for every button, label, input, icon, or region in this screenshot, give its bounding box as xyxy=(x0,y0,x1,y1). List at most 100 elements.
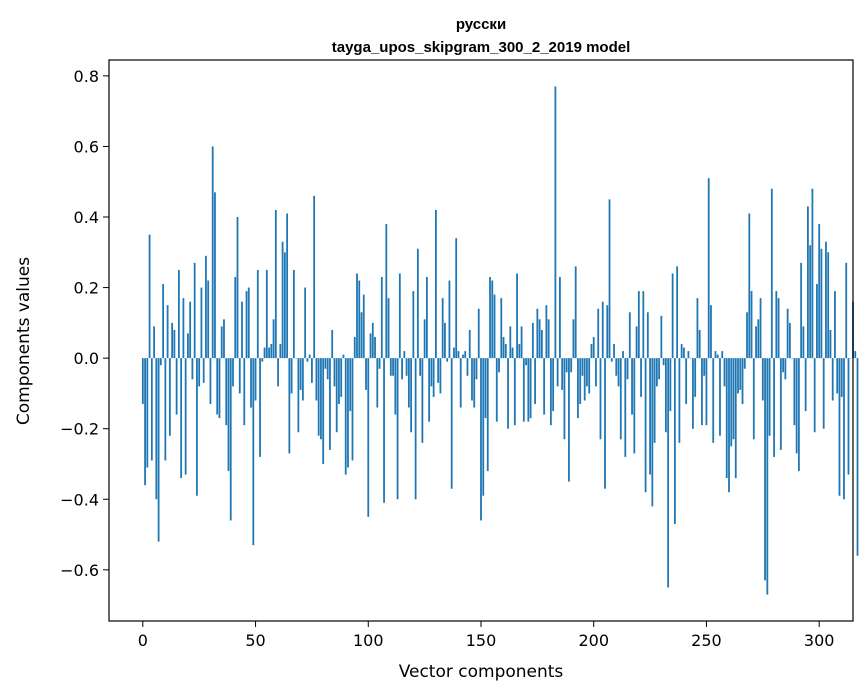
bar xyxy=(419,358,422,376)
bar xyxy=(757,319,760,359)
bar xyxy=(369,333,372,359)
bar xyxy=(311,358,313,383)
bar xyxy=(694,358,697,397)
bar xyxy=(516,273,518,359)
bar xyxy=(549,358,552,426)
bar xyxy=(628,312,631,359)
bar xyxy=(446,358,449,362)
bar xyxy=(457,351,460,359)
bar xyxy=(540,329,543,359)
bar xyxy=(779,358,782,450)
bar xyxy=(177,269,180,359)
bar xyxy=(513,358,516,426)
bar xyxy=(676,266,679,359)
x-axis-label: Vector components xyxy=(399,662,564,682)
bar xyxy=(292,269,295,359)
bar xyxy=(793,358,796,426)
bar xyxy=(150,358,153,461)
bar xyxy=(202,358,205,383)
bar xyxy=(141,358,144,405)
bar xyxy=(159,358,162,366)
bar xyxy=(743,358,746,369)
bar xyxy=(577,358,579,419)
bar xyxy=(180,358,183,479)
bar xyxy=(640,358,642,397)
bar xyxy=(750,291,753,359)
bar xyxy=(786,308,789,359)
bar xyxy=(732,358,735,440)
bar xyxy=(365,358,367,390)
bar xyxy=(329,358,331,450)
bar xyxy=(570,358,573,373)
bar xyxy=(435,209,437,359)
bar xyxy=(412,291,415,359)
bar xyxy=(182,298,185,359)
bar xyxy=(252,358,255,546)
bar xyxy=(256,269,259,359)
bar xyxy=(238,358,241,394)
bar xyxy=(797,358,800,472)
bar xyxy=(545,305,548,359)
x-tick-label: 100 xyxy=(353,631,384,650)
bar xyxy=(642,291,645,359)
bar xyxy=(338,358,340,405)
bar xyxy=(209,358,212,405)
bar xyxy=(218,358,221,419)
bar xyxy=(820,248,823,359)
bar xyxy=(387,298,390,359)
x-tick-label: 250 xyxy=(691,631,722,650)
bar xyxy=(405,358,408,376)
bar xyxy=(274,209,277,359)
bar xyxy=(518,344,521,359)
bar xyxy=(773,358,775,457)
bar xyxy=(822,358,825,429)
bar xyxy=(351,358,354,461)
bar xyxy=(752,358,755,440)
bar xyxy=(439,358,442,394)
bar xyxy=(766,358,769,595)
bar xyxy=(816,284,818,359)
bar xyxy=(840,358,843,397)
bar xyxy=(342,354,345,359)
bar xyxy=(168,358,171,436)
bar xyxy=(477,308,480,359)
bar xyxy=(507,358,509,429)
bar xyxy=(721,351,724,359)
bar xyxy=(191,358,194,380)
bar xyxy=(428,358,431,422)
bar xyxy=(394,358,397,415)
bar xyxy=(511,347,514,359)
bar xyxy=(162,284,165,359)
bar xyxy=(270,344,273,359)
bar xyxy=(847,358,850,475)
bar xyxy=(615,358,618,376)
bar xyxy=(755,326,757,359)
bar xyxy=(306,358,309,362)
bar xyxy=(809,245,812,359)
bar xyxy=(392,358,394,376)
bar xyxy=(189,301,192,359)
bar xyxy=(272,319,275,359)
bar xyxy=(536,308,539,359)
bar xyxy=(425,276,428,359)
bar xyxy=(802,326,805,359)
bar xyxy=(719,358,721,436)
bar xyxy=(701,358,703,426)
bar xyxy=(486,358,489,472)
bar xyxy=(680,344,683,359)
bar xyxy=(854,351,857,359)
x-tick-label: 300 xyxy=(804,631,835,650)
bar xyxy=(277,358,279,387)
bar xyxy=(554,86,557,359)
bar xyxy=(705,358,708,426)
bar xyxy=(800,262,803,359)
bar xyxy=(845,262,848,359)
bar xyxy=(398,273,401,359)
bar xyxy=(610,358,613,362)
bar xyxy=(146,358,149,468)
bar xyxy=(583,358,586,401)
bar xyxy=(263,347,266,359)
bar xyxy=(631,358,633,415)
x-tick-label: 150 xyxy=(466,631,497,650)
bar xyxy=(543,358,546,415)
